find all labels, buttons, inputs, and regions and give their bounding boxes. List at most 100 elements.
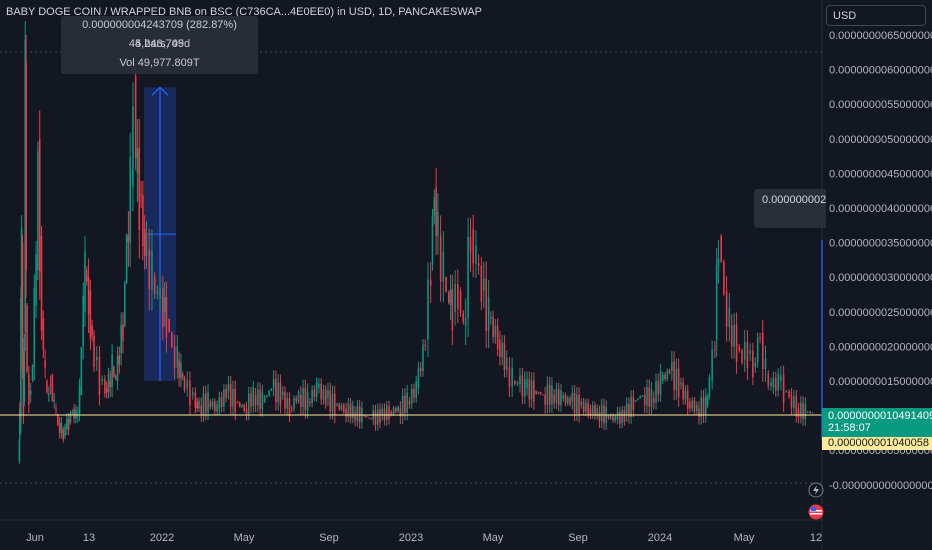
candle-body: [47, 393, 50, 395]
candle-body: [191, 392, 194, 395]
candle-body: [313, 389, 316, 397]
candle-body: [431, 216, 434, 264]
candle-body: [295, 398, 298, 402]
candle-body: [49, 384, 52, 386]
candle-body: [472, 228, 475, 264]
candle-body: [60, 422, 63, 433]
candle-body: [134, 76, 137, 159]
candle-body: [603, 405, 605, 424]
candle-body: [22, 360, 25, 415]
candle-body: [634, 400, 637, 402]
candle-body: [385, 406, 388, 421]
candle-body: [429, 279, 432, 286]
candle-body: [482, 278, 485, 292]
candle-body: [376, 409, 379, 425]
candle-body: [650, 389, 653, 407]
candle-body: [216, 404, 218, 412]
candle-body: [211, 401, 214, 407]
candle-body: [487, 297, 490, 332]
candle-body: [790, 394, 793, 408]
crosshair-price-tag: 0.000000001040058: [822, 437, 932, 450]
candle-body: [333, 393, 336, 416]
candle-body: [793, 396, 795, 408]
candle-body: [589, 408, 592, 415]
candle-body: [20, 227, 23, 312]
candle-body: [207, 392, 209, 413]
candle-body: [795, 396, 798, 417]
candle-body: [571, 392, 574, 402]
candle-body: [225, 389, 227, 398]
candle-body: [499, 339, 501, 358]
candle-body: [75, 409, 77, 419]
candle-body: [243, 405, 246, 411]
candle-body: [293, 398, 295, 410]
candle-body: [772, 377, 775, 388]
candle-body: [607, 415, 610, 419]
candle-body: [551, 385, 553, 405]
candle-body: [105, 387, 108, 393]
candle-body: [630, 396, 632, 417]
lightning-icon[interactable]: [808, 482, 824, 498]
candle-body: [749, 350, 751, 354]
candle-body: [66, 418, 68, 430]
candle-body: [383, 408, 386, 421]
y-tick-label: 0.0000000065000000: [829, 30, 932, 42]
last-price-value: 0.0000000010491409: [828, 410, 932, 422]
candle-body: [723, 261, 725, 294]
candle-body: [785, 391, 788, 393]
candle-body: [38, 138, 41, 272]
candle-body: [132, 106, 134, 188]
candle-body: [767, 374, 770, 387]
candle-body: [705, 395, 707, 416]
y-tick-label: 0.0000000025000000: [829, 307, 932, 319]
candle-body: [770, 382, 772, 387]
candle-body: [560, 390, 562, 406]
candle-body: [401, 395, 404, 417]
candle-body: [433, 197, 436, 217]
candle-body: [720, 235, 722, 262]
candle-body: [365, 415, 368, 418]
candle-body: [711, 349, 713, 381]
currency-select[interactable]: USD: [826, 5, 926, 26]
candle-body: [457, 284, 459, 309]
x-tick-label: 2023: [399, 532, 423, 544]
candle-body: [336, 404, 338, 406]
candle-body: [367, 417, 370, 419]
candle-body: [363, 415, 365, 417]
candle-body: [318, 383, 320, 388]
crosshair-line: [0, 240, 823, 440]
candle-body: [306, 391, 309, 411]
candle-body: [338, 404, 341, 410]
candle-body: [62, 429, 65, 440]
candle-body: [738, 346, 741, 351]
candle-body: [168, 318, 170, 333]
candle-body: [573, 392, 576, 414]
candle-body: [395, 407, 397, 412]
candle-body: [111, 354, 113, 387]
candle-body: [451, 289, 454, 331]
candle-body: [562, 395, 565, 399]
candle-body: [69, 412, 72, 423]
candle-body: [677, 368, 680, 397]
candle-body: [501, 343, 503, 358]
candle-body: [71, 411, 74, 413]
candle-body: [609, 415, 612, 419]
candle-body: [439, 235, 442, 282]
measure-arrow-head: [151, 86, 169, 96]
us-flag-icon[interactable]: [808, 504, 824, 520]
candle-body: [53, 399, 55, 402]
candle-body: [200, 405, 203, 415]
candle-body: [300, 394, 302, 407]
candle-body: [202, 393, 205, 415]
candle-body: [159, 288, 161, 298]
candle-body: [123, 282, 126, 326]
candle-body: [234, 388, 236, 413]
candle-body: [302, 387, 304, 407]
candle-body: [553, 394, 556, 403]
candle-body: [671, 361, 673, 371]
candle-body: [528, 379, 531, 400]
candle-body: [664, 374, 666, 380]
candle-body: [250, 393, 252, 407]
candle-body: [180, 362, 182, 379]
